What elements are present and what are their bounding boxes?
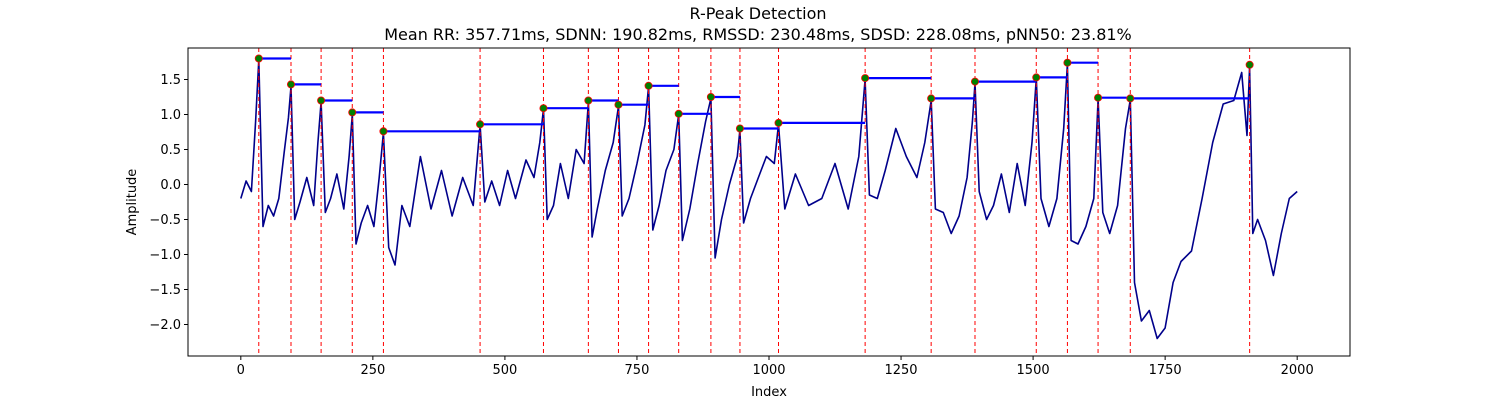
y-tick-label-3: −0.5: [149, 213, 181, 228]
peak-marker-8: [614, 100, 623, 109]
peak-marker-13: [774, 118, 783, 127]
peak-marker-18: [1063, 58, 1072, 67]
chart-title: R-Peak Detection: [689, 4, 826, 23]
y-tick-label-5: 0.5: [160, 143, 181, 158]
x-axis: 0 250 500 750 1000 1250 1500 1750 2000: [237, 356, 1314, 378]
peak-marker-9: [644, 81, 653, 90]
peak-marker-6: [539, 104, 548, 113]
peak-marker-5: [476, 120, 485, 129]
peak-marker-7: [584, 96, 593, 105]
peak-marker-10: [674, 109, 683, 118]
y-tick-label-7: 1.5: [160, 73, 181, 88]
peak-marker-12: [735, 124, 744, 133]
x-tick-label-3: 750: [625, 363, 650, 378]
plot-area: [240, 48, 1298, 356]
peak-marker-17: [1032, 73, 1041, 82]
peak-marker-3: [348, 108, 357, 117]
chart-subtitle: Mean RR: 357.71ms, SDNN: 190.82ms, RMSSD…: [384, 25, 1132, 44]
x-tick-label-6: 1500: [1017, 363, 1050, 378]
x-tick-label-0: 0: [237, 363, 245, 378]
axes-frame: [187, 47, 1351, 357]
peak-marker-11: [706, 93, 715, 102]
x-tick-label-4: 1000: [752, 363, 785, 378]
peak-marker-1: [286, 80, 295, 89]
peak-marker-21: [1245, 60, 1254, 69]
x-tick-label-8: 2000: [1281, 363, 1314, 378]
x-axis-label: Index: [751, 385, 787, 400]
y-tick-label-4: 0.0: [160, 178, 181, 193]
y-tick-label-2: −1.0: [149, 248, 181, 263]
ecg-signal-line: [240, 59, 1298, 340]
peak-marker-0: [254, 54, 263, 63]
y-tick-label-0: −2.0: [149, 318, 181, 333]
y-axis: −2.0 −1.5 −1.0 −0.5 0.0 0.5 1.0 1.5: [149, 73, 188, 333]
y-axis-label: Amplitude: [125, 169, 140, 236]
peak-marker-2: [317, 96, 326, 105]
peak-marker-20: [1126, 94, 1135, 103]
x-tick-label-5: 1250: [884, 363, 917, 378]
y-tick-label-6: 1.0: [160, 108, 181, 123]
peak-marker-15: [927, 94, 936, 103]
peak-marker-16: [970, 77, 979, 86]
x-tick-label-2: 500: [492, 363, 517, 378]
peak-marker-14: [861, 74, 870, 83]
peak-marker-4: [379, 127, 388, 136]
peak-marker-19: [1094, 93, 1103, 102]
y-tick-label-1: −1.5: [149, 283, 181, 298]
x-tick-label-7: 1750: [1149, 363, 1182, 378]
x-tick-label-1: 250: [360, 363, 385, 378]
